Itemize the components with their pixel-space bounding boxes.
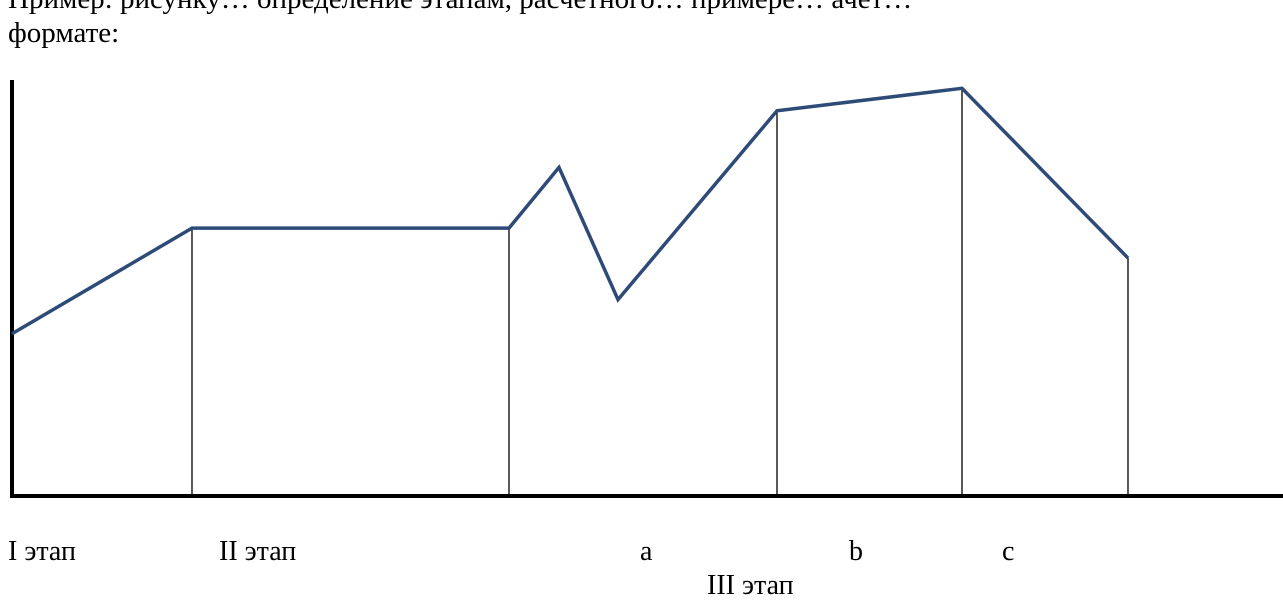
stage-label: III этап bbox=[707, 570, 794, 601]
intro-text-line-2: формате: bbox=[8, 17, 120, 49]
stage-label: II этап bbox=[219, 536, 296, 567]
stage-labels: I этап II этап a b c III этап bbox=[8, 536, 1014, 601]
stage-boundaries bbox=[191, 88, 1129, 496]
series-line bbox=[11, 86, 1130, 336]
stage-label: b bbox=[849, 536, 863, 567]
stage-label: a bbox=[640, 536, 653, 567]
stage-label: c bbox=[1002, 536, 1014, 567]
stage-label: I этап bbox=[8, 536, 76, 567]
intro-text-line-1: Пример: рисунку… определение этапам, рас… bbox=[8, 0, 912, 16]
